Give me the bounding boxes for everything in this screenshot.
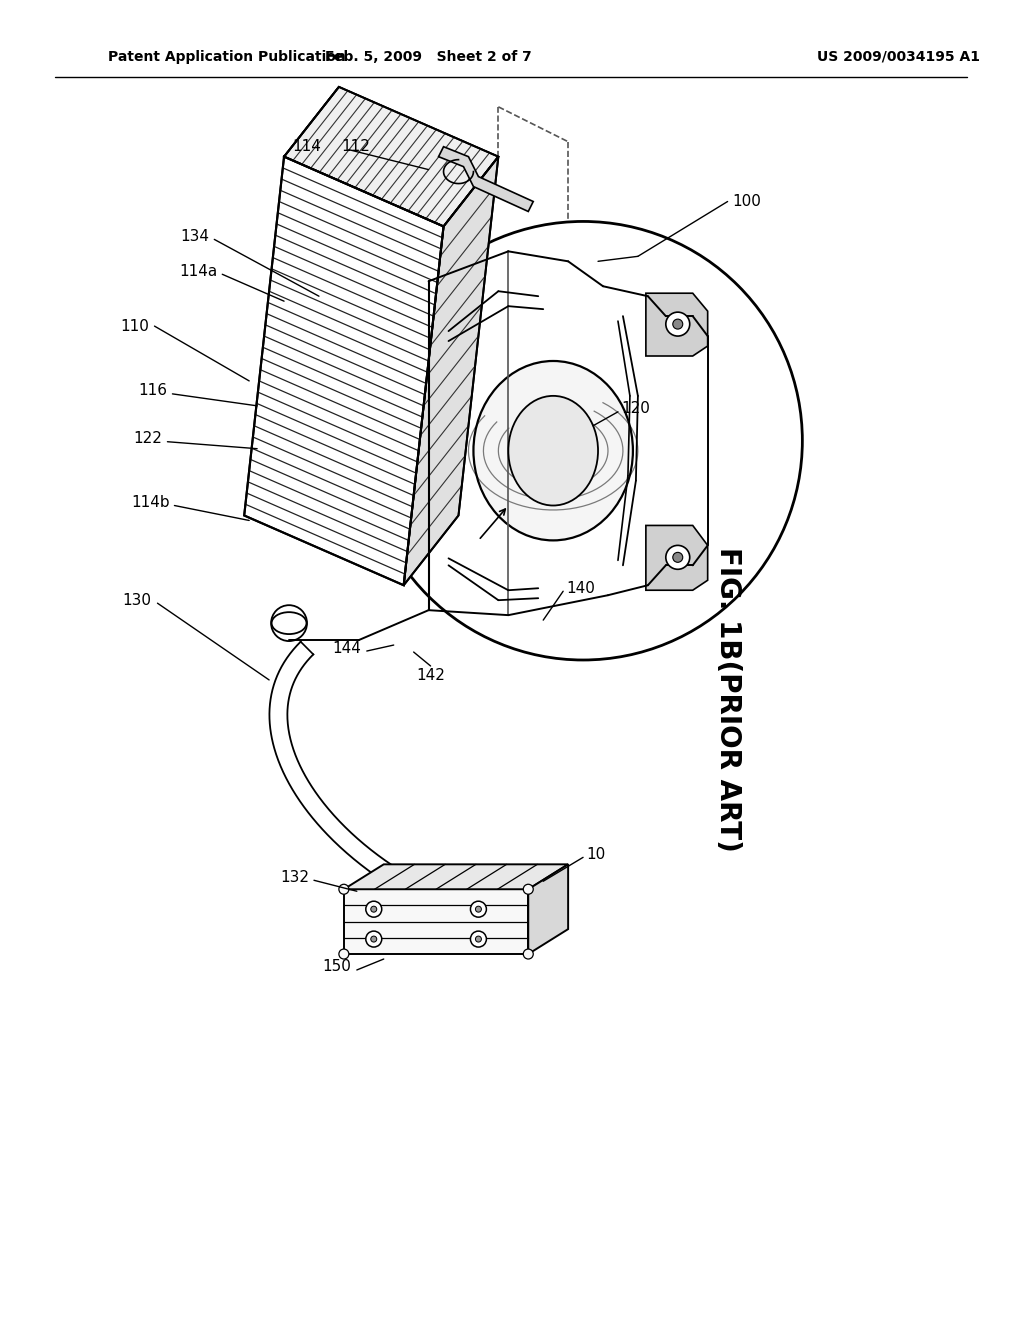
Polygon shape	[344, 865, 568, 890]
Circle shape	[523, 949, 534, 960]
Ellipse shape	[271, 612, 306, 634]
Text: 114b: 114b	[131, 495, 169, 510]
Text: Patent Application Publication: Patent Application Publication	[108, 50, 345, 63]
Text: 114a: 114a	[179, 264, 217, 279]
Polygon shape	[244, 157, 443, 585]
Polygon shape	[284, 87, 499, 227]
Circle shape	[366, 931, 382, 946]
Ellipse shape	[508, 396, 598, 506]
Circle shape	[366, 902, 382, 917]
Text: 134: 134	[180, 228, 209, 244]
Circle shape	[271, 605, 307, 642]
Polygon shape	[528, 865, 568, 954]
Circle shape	[470, 931, 486, 946]
Circle shape	[470, 902, 486, 917]
Text: 142: 142	[416, 668, 445, 682]
Circle shape	[475, 936, 481, 942]
Text: FIG. 1B(PRIOR ART): FIG. 1B(PRIOR ART)	[714, 548, 741, 853]
Circle shape	[673, 319, 683, 329]
Text: 150: 150	[322, 960, 351, 974]
Polygon shape	[344, 890, 528, 954]
Polygon shape	[646, 293, 708, 356]
Circle shape	[673, 552, 683, 562]
Text: Feb. 5, 2009   Sheet 2 of 7: Feb. 5, 2009 Sheet 2 of 7	[326, 50, 531, 63]
Circle shape	[666, 545, 690, 569]
Polygon shape	[403, 157, 499, 585]
Circle shape	[339, 949, 349, 960]
Text: 10: 10	[586, 847, 605, 862]
Ellipse shape	[473, 360, 633, 540]
Circle shape	[364, 222, 803, 660]
Polygon shape	[646, 525, 708, 590]
Text: 120: 120	[621, 401, 650, 416]
Text: 130: 130	[123, 593, 152, 607]
Text: 100: 100	[732, 194, 762, 209]
Text: 114: 114	[292, 139, 321, 154]
Text: 140: 140	[566, 581, 595, 595]
Text: 110: 110	[121, 318, 150, 334]
Circle shape	[339, 884, 349, 894]
Text: US 2009/0034195 A1: US 2009/0034195 A1	[817, 50, 980, 63]
Polygon shape	[438, 147, 534, 211]
Text: 144: 144	[332, 640, 360, 656]
Text: 122: 122	[133, 432, 163, 446]
Text: 112: 112	[341, 139, 370, 154]
Circle shape	[523, 884, 534, 894]
Text: 116: 116	[138, 383, 168, 399]
Text: 132: 132	[280, 870, 309, 884]
Circle shape	[371, 936, 377, 942]
Circle shape	[475, 907, 481, 912]
Circle shape	[666, 312, 690, 337]
Circle shape	[371, 907, 377, 912]
